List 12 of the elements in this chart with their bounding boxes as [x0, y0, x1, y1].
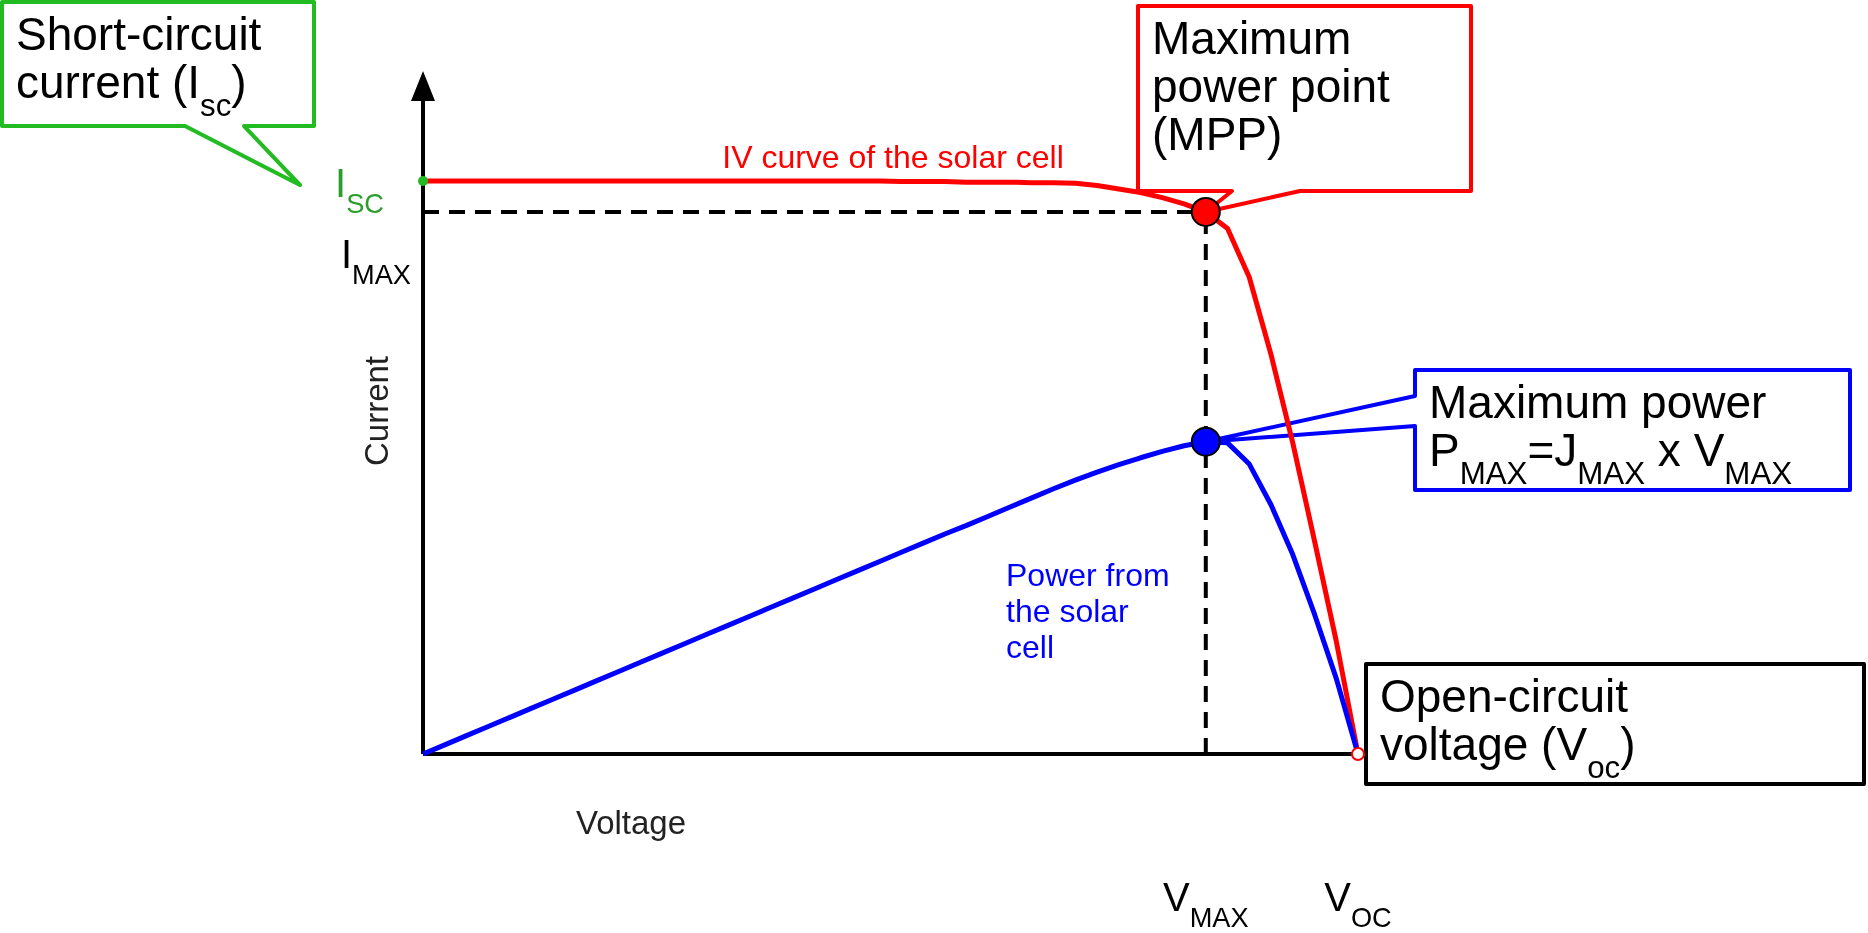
text: I$_{SC}$: [335, 161, 384, 219]
ref-line-label: I$_{MAX}$: [340, 231, 411, 290]
annotation: Maximum power point (MPP): [1152, 12, 1391, 160]
text: Maximum power P$_{MAX}$=J$_{MAX}$ x V$_{MAX}$: [1429, 376, 1793, 491]
x-tick-label: V$_{OC}$: [1324, 875, 1392, 933]
x-axis-title: Voltage: [575, 804, 687, 841]
text: Short-circuit current (I$_{sc}$): [16, 8, 262, 123]
x-tick-label: V$_{MAX}$: [1162, 875, 1249, 933]
series-label: Power from the solar cell: [1006, 557, 1170, 665]
y-axis-title: Current: [358, 355, 395, 467]
annotation: Open-circuit voltage (V$_{oc}$): [1380, 670, 1636, 785]
series-label: IV curve of the solar cell: [722, 139, 1064, 175]
